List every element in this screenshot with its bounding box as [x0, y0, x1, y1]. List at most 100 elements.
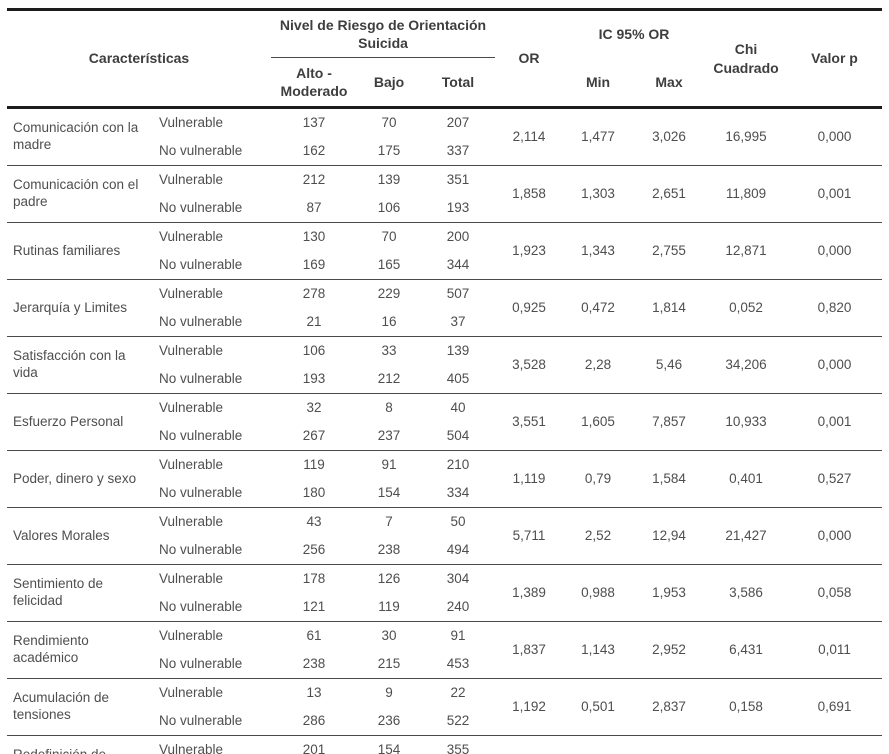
characteristic-label: Sentimiento de felicidad — [13, 576, 104, 608]
vulnerable-label: Vulnerable — [159, 285, 224, 301]
ic-min-value: 1,143 — [581, 641, 615, 657]
table-row-vulnerable: Jerarquía y Limites Vulnerable 278 229 5… — [7, 279, 883, 315]
total-value: 344 — [446, 256, 470, 272]
ic-min-value: 1,343 — [581, 242, 615, 258]
total-value: 355 — [446, 741, 470, 754]
bajo-value: 238 — [377, 541, 401, 557]
total-value: 507 — [446, 285, 470, 301]
table-row-vulnerable: Valores Morales Vulnerable 43 7 50 5,711… — [7, 507, 883, 543]
bajo-value: 30 — [381, 627, 397, 643]
column-header-caracteristicas: Características — [88, 50, 190, 67]
alto-moderado-value: 278 — [302, 285, 326, 301]
column-header-chi-cuadrado: Chi Cuadrado — [713, 41, 779, 76]
or-value: 0,925 — [512, 299, 546, 315]
total-value: 200 — [446, 228, 470, 244]
table-body: Comunicación con la madre Vulnerable 137… — [7, 108, 883, 754]
ic-max-value: 1,814 — [652, 299, 686, 315]
alto-moderado-value: 169 — [302, 256, 326, 272]
chi-cuadrado-value: 11,809 — [725, 185, 767, 201]
table-row-no-vulnerable: No vulnerable 162 175 337 — [7, 137, 882, 166]
total-value: 40 — [450, 399, 466, 415]
or-value: 1,119 — [512, 470, 546, 486]
characteristic-label: Comunicación con el padre — [13, 177, 139, 209]
column-header-bajo: Bajo — [373, 73, 405, 90]
characteristic-label: Rendimiento académico — [13, 633, 89, 665]
table-header: Características Nivel de Riesgo de Orien… — [7, 9, 883, 108]
valor-p-value: 0,000 — [817, 128, 852, 144]
no-vulnerable-label: No vulnerable — [159, 313, 243, 329]
chi-cuadrado-value: 16,995 — [725, 128, 767, 144]
total-value: 193 — [446, 199, 470, 215]
chi-cuadrado-value: 12,871 — [725, 242, 767, 258]
alto-moderado-value: 32 — [306, 399, 322, 415]
or-value: 3,528 — [512, 356, 546, 372]
ic-max-value: 5,46 — [655, 356, 683, 372]
table-row-vulnerable: Esfuerzo Personal Vulnerable 32 8 40 3,5… — [7, 393, 883, 429]
characteristic-label: Poder, dinero y sexo — [13, 470, 137, 486]
or-value: 5,711 — [512, 527, 546, 543]
or-value: 1,389 — [512, 584, 546, 600]
valor-p-value: 0,000 — [817, 356, 852, 372]
alto-moderado-value: 178 — [302, 570, 326, 586]
column-header-max: Max — [655, 73, 683, 90]
or-value: 1,923 — [512, 242, 546, 258]
or-value: 1,858 — [512, 185, 546, 201]
valor-p-value: 0,691 — [817, 698, 852, 714]
characteristic-label: Valores Morales — [13, 527, 110, 543]
alto-moderado-value: 106 — [302, 342, 326, 358]
alto-moderado-value: 130 — [302, 228, 326, 244]
characteristic-label: Acumulación de tensiones — [13, 690, 110, 722]
ic-min-value: 2,52 — [584, 527, 612, 543]
alto-moderado-value: 121 — [302, 598, 326, 614]
bajo-value: 70 — [381, 114, 397, 130]
characteristic-label: Rutinas familiares — [13, 242, 121, 258]
total-value: 304 — [446, 570, 470, 586]
bajo-value: 91 — [381, 456, 397, 472]
ic-max-value: 1,727 — [633, 736, 705, 754]
or-value: 1,192 — [512, 698, 546, 714]
or-value: 2,114 — [512, 128, 546, 144]
total-value: 351 — [446, 171, 470, 187]
bajo-value: 33 — [381, 342, 397, 358]
chi-cuadrado-value: 0,401 — [729, 470, 763, 486]
bajo-value: 70 — [381, 228, 397, 244]
chi-cuadrado-value: 10,933 — [725, 413, 767, 429]
table-row-no-vulnerable: No vulnerable 286 236 522 — [7, 707, 882, 736]
ic-min-value: 2,28 — [584, 356, 612, 372]
chi-cuadrado-value: 1,133 — [705, 736, 787, 754]
chi-cuadrado-value: 0,158 — [729, 698, 763, 714]
total-value: 494 — [446, 541, 470, 557]
column-group-ic-95: IC 95% OR — [598, 26, 670, 43]
ic-max-value: 2,952 — [652, 641, 686, 657]
ic-max-value: 3,026 — [652, 128, 686, 144]
ic-max-value: 2,837 — [652, 698, 686, 714]
bajo-value: 215 — [377, 655, 401, 671]
total-value: 91 — [450, 627, 466, 643]
risk-statistics-table: Características Nivel de Riesgo de Orien… — [7, 8, 883, 754]
or-value: 1,837 — [512, 641, 546, 657]
total-value: 405 — [446, 370, 470, 386]
alto-moderado-value: 286 — [302, 712, 326, 728]
alto-moderado-value: 21 — [306, 313, 322, 329]
valor-p-value: 0,000 — [817, 527, 852, 543]
vulnerable-label: Vulnerable — [159, 627, 224, 643]
ic-min-value: 0,79 — [584, 470, 612, 486]
characteristic-label: Esfuerzo Personal — [13, 413, 124, 429]
bajo-value: 16 — [381, 313, 397, 329]
total-value: 337 — [446, 142, 470, 158]
ic-max-value: 7,857 — [652, 413, 686, 429]
header-row-groups: Características Nivel de Riesgo de Orien… — [7, 9, 882, 76]
ic-min-value: 1,605 — [581, 413, 615, 429]
table-row-no-vulnerable: No vulnerable 256 238 494 — [7, 536, 882, 565]
bajo-value: 229 — [377, 285, 401, 301]
alto-moderado-value: 13 — [306, 684, 322, 700]
vulnerable-label: Vulnerable — [159, 228, 224, 244]
bajo-value: 236 — [377, 712, 401, 728]
alto-moderado-value: 61 — [306, 627, 322, 643]
bajo-value: 9 — [385, 684, 393, 700]
alto-moderado-value: 212 — [302, 171, 326, 187]
no-vulnerable-label: No vulnerable — [159, 541, 243, 557]
column-group-nivel-riesgo: Nivel de Riesgo de Orientación Suicida — [271, 9, 496, 58]
ic-min-value: 0,85 — [563, 736, 633, 754]
alto-moderado-value: 162 — [302, 142, 326, 158]
